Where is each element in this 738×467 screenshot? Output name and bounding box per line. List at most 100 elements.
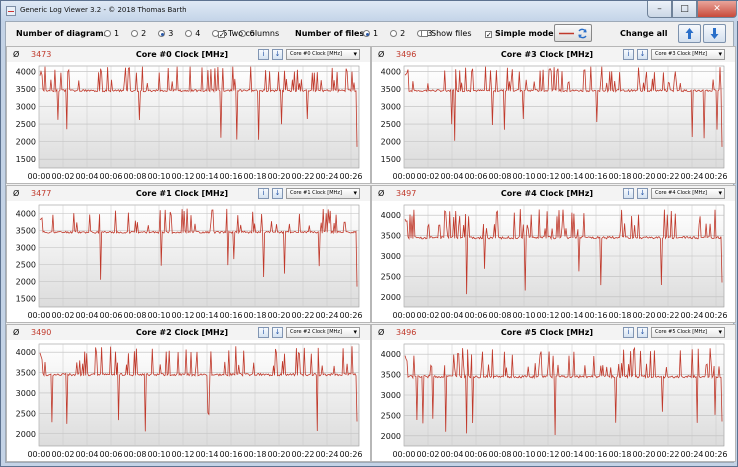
x-tick-label: 00:06 [464, 172, 487, 181]
channel-select[interactable]: Core #3 Clock [MHz] [651, 49, 725, 60]
y-tick-label: 2000 [16, 278, 36, 287]
change-all-up-button[interactable] [678, 24, 701, 43]
x-tick-label: 00:04 [440, 172, 463, 181]
panel-header: Ø 3477 Core #1 Clock [MHz] i ↓ Core #1 C… [7, 186, 370, 201]
x-tick-label: 00:16 [219, 311, 242, 320]
minimize-button[interactable]: – [647, 1, 672, 18]
line-color-refresh-button[interactable] [554, 24, 592, 42]
panel-title: Core #3 Clock [MHz] [500, 50, 594, 59]
x-tick-label: 00:06 [464, 311, 487, 320]
y-tick-label: 3500 [381, 232, 401, 241]
down-button[interactable]: ↓ [637, 188, 648, 199]
arrow-down-icon: ↓ [639, 189, 646, 197]
x-tick-label: 00:22 [291, 450, 314, 459]
x-tick-label: 00:10 [147, 450, 170, 459]
diagram-radio-2[interactable] [131, 30, 139, 37]
y-tick-label: 3000 [381, 252, 401, 261]
y-tick-label: 4000 [381, 350, 401, 359]
x-tick-label: 00:20 [632, 172, 655, 181]
channel-select[interactable]: Core #0 Clock [MHz] [286, 49, 360, 60]
x-tick-label: 00:08 [488, 450, 511, 459]
info-button[interactable]: i [623, 327, 634, 338]
diagram-radio-3[interactable] [158, 30, 166, 37]
toolbar: Number of diagrams 123456 ✓Two columns N… [6, 22, 733, 46]
info-button[interactable]: i [623, 49, 634, 60]
y-tick-label: 3500 [381, 371, 401, 380]
y-tick-label: 3500 [16, 369, 36, 378]
x-tick-label: 00:20 [267, 450, 290, 459]
file-radio-2[interactable] [390, 30, 398, 37]
y-tick-label: 4000 [381, 211, 401, 220]
panel-header: Ø 3496 Core #3 Clock [MHz] i ↓ Core #3 C… [372, 47, 735, 62]
x-tick-label: 00:24 [680, 311, 703, 320]
x-tick-label: 00:02 [51, 311, 74, 320]
x-tick-label: 00:14 [560, 172, 583, 181]
two-columns-checkbox[interactable]: ✓ [218, 31, 225, 39]
diagram-option-6[interactable]: 6 [239, 29, 255, 38]
channel-select[interactable]: Core #2 Clock [MHz] [286, 327, 360, 338]
diagram-option-1[interactable]: 1 [104, 29, 119, 38]
x-tick-label: 00:14 [195, 450, 218, 459]
diagram-radio-6[interactable] [239, 30, 247, 37]
x-tick-label: 00:04 [75, 311, 98, 320]
info-button[interactable]: i [623, 188, 634, 199]
simple-mode-checkbox[interactable]: ✓ [485, 31, 492, 39]
arrow-down-icon: ↓ [274, 189, 281, 197]
x-tick-label: 00:16 [584, 311, 607, 320]
diagram-option-3[interactable]: 3 [158, 29, 173, 38]
x-tick-label: 00:04 [440, 311, 463, 320]
show-files-checkbox[interactable] [421, 30, 428, 37]
channel-select[interactable]: Core #4 Clock [MHz] [651, 188, 725, 199]
file-option-2[interactable]: 2 [390, 29, 405, 38]
down-button[interactable]: ↓ [637, 327, 648, 338]
x-tick-label: 00:10 [147, 172, 170, 181]
x-tick-label: 00:16 [584, 172, 607, 181]
diagram-panel-core5: Ø 3496 Core #5 Clock [MHz] i ↓ Core #5 C… [371, 324, 736, 462]
diagram-grid: Ø 3473 Core #0 Clock [MHz] i ↓ Core #0 C… [6, 46, 736, 463]
close-button[interactable]: ✕ [697, 1, 737, 18]
x-tick-label: 00:18 [608, 450, 631, 459]
x-tick-label: 00:20 [632, 450, 655, 459]
diagram-option-4[interactable]: 4 [185, 29, 200, 38]
maximize-button[interactable]: □ [672, 1, 697, 18]
info-button[interactable]: i [258, 188, 269, 199]
diagram-option-2[interactable]: 2 [131, 29, 146, 38]
color-refresh-icon [559, 28, 587, 39]
down-button[interactable]: ↓ [272, 49, 283, 60]
file-radio-1[interactable] [363, 30, 370, 37]
x-tick-label: 00:02 [51, 172, 74, 181]
app-icon [6, 6, 16, 16]
down-button[interactable]: ↓ [272, 188, 283, 199]
panel-header: Ø 3490 Core #2 Clock [MHz] i ↓ Core #2 C… [7, 325, 370, 340]
info-button[interactable]: i [258, 49, 269, 60]
y-tick-label: 2500 [16, 409, 36, 418]
diagram-radio-1[interactable] [104, 30, 111, 37]
arrow-down-icon [710, 28, 719, 39]
x-tick-label: 00:22 [656, 172, 679, 181]
x-tick-label: 00:00 [27, 311, 50, 320]
down-button[interactable]: ↓ [272, 327, 283, 338]
down-button[interactable]: ↓ [637, 49, 648, 60]
x-tick-label: 00:02 [416, 311, 439, 320]
show-files-toggle[interactable]: Show files [421, 29, 471, 38]
average-symbol: Ø [378, 50, 385, 59]
x-tick-label: 00:10 [512, 450, 535, 459]
simple-mode-toggle[interactable]: ✓ Simple mode [485, 29, 554, 39]
two-columns-toggle[interactable]: ✓ Two columns [218, 29, 279, 39]
y-tick-label: 3500 [381, 85, 401, 94]
x-tick-label: 00:08 [488, 172, 511, 181]
arrow-down-icon: ↓ [639, 50, 646, 58]
channel-select[interactable]: Core #5 Clock [MHz] [651, 327, 725, 338]
x-tick-label: 00:16 [219, 450, 242, 459]
x-tick-label: 00:00 [27, 450, 50, 459]
clock-series-line [39, 346, 358, 432]
title-bar[interactable]: Generic Log Viewer 3.2 - © 2018 Thomas B… [1, 1, 738, 21]
x-tick-label: 00:14 [560, 311, 583, 320]
change-all-down-button[interactable] [703, 24, 726, 43]
info-button[interactable]: i [258, 327, 269, 338]
diagram-radio-4[interactable] [185, 30, 193, 37]
x-tick-label: 00:04 [75, 172, 98, 181]
channel-select[interactable]: Core #1 Clock [MHz] [286, 188, 360, 199]
file-option-1[interactable]: 1 [363, 29, 378, 38]
